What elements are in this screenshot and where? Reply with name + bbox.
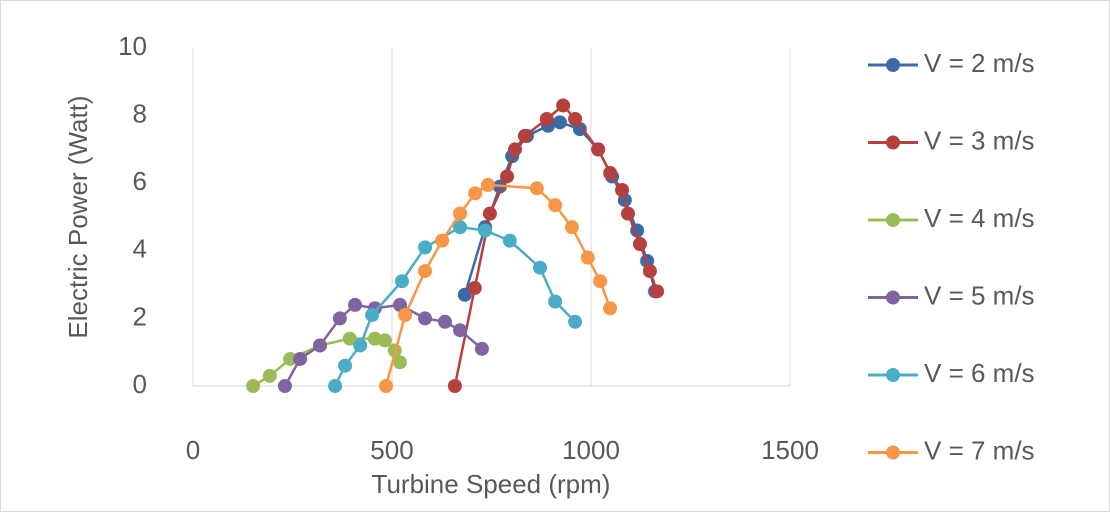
data-point xyxy=(283,351,298,366)
data-point xyxy=(453,220,468,235)
data-point xyxy=(539,111,554,126)
data-point xyxy=(603,166,618,181)
data-point xyxy=(332,311,347,326)
legend-label: V = 2 m/s xyxy=(924,48,1035,78)
data-point xyxy=(568,111,583,126)
y-tick-label: 0 xyxy=(133,369,147,399)
data-point xyxy=(457,287,472,302)
x-tick-label: 1000 xyxy=(562,435,620,465)
data-point xyxy=(379,379,394,393)
data-point xyxy=(593,274,608,289)
data-point xyxy=(468,186,483,201)
data-point xyxy=(394,274,409,289)
data-point xyxy=(556,98,571,113)
x-tick-label: 1500 xyxy=(761,435,819,465)
y-tick-label: 6 xyxy=(133,166,147,196)
data-point xyxy=(437,314,452,329)
data-point xyxy=(418,240,433,255)
y-tick-label: 8 xyxy=(133,98,147,128)
data-point xyxy=(482,206,497,221)
data-point xyxy=(312,338,327,353)
legend-marker xyxy=(886,368,900,382)
data-point xyxy=(548,198,563,213)
data-point xyxy=(650,284,665,299)
data-point xyxy=(342,331,357,346)
data-point xyxy=(533,260,548,275)
data-point xyxy=(293,351,308,366)
data-point xyxy=(347,297,362,312)
data-point xyxy=(580,250,595,265)
legend-label: V = 7 m/s xyxy=(924,435,1035,465)
legend-marker xyxy=(886,58,900,72)
y-tick-label: 4 xyxy=(133,234,147,264)
legend-marker xyxy=(886,290,900,305)
data-point xyxy=(377,333,392,348)
data-point xyxy=(480,177,495,192)
x-tick-label: 0 xyxy=(186,435,200,465)
data-point xyxy=(418,311,433,326)
data-point xyxy=(621,206,636,221)
data-point xyxy=(507,142,522,157)
data-point xyxy=(603,301,618,316)
data-point xyxy=(365,308,380,323)
data-point xyxy=(591,142,606,157)
series-line xyxy=(453,103,659,387)
data-point xyxy=(642,264,657,279)
data-point xyxy=(262,368,277,383)
data-point xyxy=(474,341,489,356)
data-point xyxy=(552,115,567,130)
data-point xyxy=(500,169,515,184)
y-tick-label: 2 xyxy=(133,301,147,331)
data-point xyxy=(447,379,462,393)
data-point xyxy=(392,355,407,370)
legend-marker xyxy=(886,213,900,227)
data-point xyxy=(502,233,517,248)
legend-label: V = 3 m/s xyxy=(924,125,1035,155)
data-point xyxy=(529,181,544,196)
data-point xyxy=(548,294,563,309)
data-point xyxy=(478,223,493,238)
data-point xyxy=(453,323,468,338)
data-point xyxy=(246,379,261,393)
legend-marker xyxy=(886,135,900,150)
y-axis-title: Electric Power (Watt) xyxy=(63,95,93,338)
data-point xyxy=(338,358,353,373)
data-point xyxy=(632,237,647,252)
data-point xyxy=(328,379,343,393)
x-axis-title: Turbine Speed (rpm) xyxy=(372,469,611,499)
legend-label: V = 6 m/s xyxy=(924,358,1035,388)
data-point xyxy=(453,206,468,221)
data-point xyxy=(277,379,292,393)
data-point xyxy=(517,128,532,143)
data-point xyxy=(467,280,482,295)
data-point xyxy=(353,338,368,353)
data-point xyxy=(418,264,433,279)
legend-label: V = 4 m/s xyxy=(924,203,1035,233)
x-tick-label: 500 xyxy=(370,435,413,465)
data-point xyxy=(435,233,450,248)
data-point xyxy=(564,220,579,235)
data-point xyxy=(615,182,630,197)
data-point xyxy=(398,308,413,323)
data-point xyxy=(568,314,583,329)
legend-label: V = 5 m/s xyxy=(924,280,1035,310)
legend-marker xyxy=(886,445,900,460)
y-tick-label: 10 xyxy=(118,31,147,61)
